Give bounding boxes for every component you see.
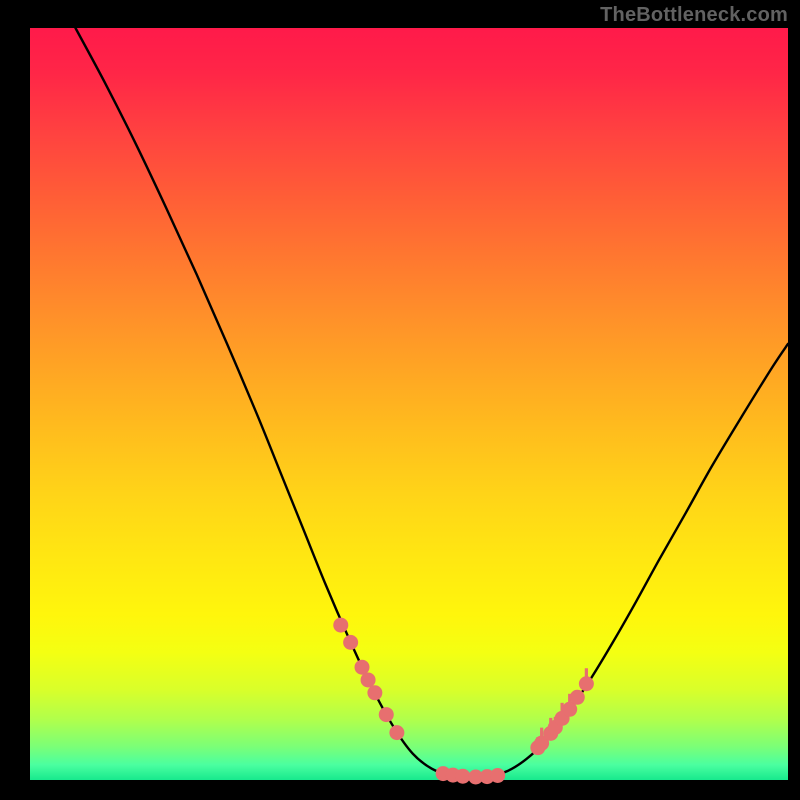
marker-dot-left — [361, 672, 376, 687]
marker-dot-left — [355, 660, 370, 675]
marker-dot-left — [367, 685, 382, 700]
watermark-text: TheBottleneck.com — [600, 4, 788, 27]
marker-dot-left — [343, 635, 358, 650]
marker-dot-left — [333, 618, 348, 633]
marker-dot-left — [389, 725, 404, 740]
marker-dot-bottom — [490, 768, 505, 783]
marker-dot-left — [379, 707, 394, 722]
marker-dot-right — [579, 676, 594, 691]
plot-background — [30, 28, 788, 780]
marker-dot-bottom — [455, 769, 470, 784]
bottleneck-curve-chart — [0, 0, 800, 800]
marker-dot-right — [570, 690, 585, 705]
chart-container: TheBottleneck.com — [0, 0, 800, 800]
